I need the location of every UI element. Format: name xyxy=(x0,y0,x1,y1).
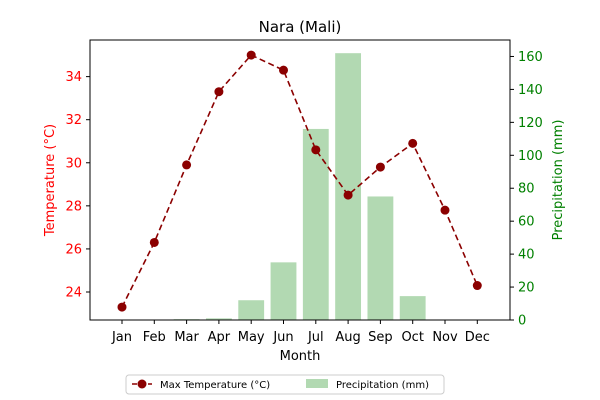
temperature-point-jul xyxy=(311,145,321,155)
temperature-point-jun xyxy=(279,65,288,75)
y-right-tick-label: 0 xyxy=(518,314,526,329)
y-left-tick-label: 24 xyxy=(65,286,82,301)
temperature-point-jan xyxy=(117,302,127,312)
precipitation-bar-jul xyxy=(302,128,329,320)
legend-line-marker xyxy=(137,379,147,389)
x-tick-label: Sep xyxy=(368,330,393,345)
temperature-line-path xyxy=(121,54,479,308)
temperature-point-mar xyxy=(182,160,192,170)
precipitation-bar-oct xyxy=(399,296,426,320)
y-left-tick-label: 28 xyxy=(65,199,82,214)
legend: Max Temperature (°C) Precipitation (mm) xyxy=(125,374,445,395)
y-left-tick-label: 34 xyxy=(65,70,82,85)
temperature-point-dec xyxy=(472,281,482,291)
precipitation-bars xyxy=(173,53,426,321)
temperature-point-aug xyxy=(343,190,353,200)
x-tick-label: Aug xyxy=(335,330,360,345)
precipitation-bar-apr xyxy=(205,318,232,320)
x-tick-label: Feb xyxy=(143,330,166,345)
x-axis-title: Month xyxy=(280,349,321,364)
temperature-point-oct xyxy=(408,138,418,148)
y-left-tick-label: 30 xyxy=(65,156,82,171)
y-axis-left: 24 26 28 30 32 34 xyxy=(65,70,90,301)
x-tick-label: Nov xyxy=(432,330,458,345)
x-tick-label: Jul xyxy=(307,330,324,345)
temperature-point-sep xyxy=(375,162,385,172)
y-right-tick-label: 100 xyxy=(518,149,543,164)
y-axis-right: 0 20 40 60 80 100 120 140 160 xyxy=(510,50,543,329)
temperature-point-may xyxy=(246,50,256,60)
temperature-point-nov xyxy=(440,205,450,215)
y-right-tick-label: 140 xyxy=(518,83,543,98)
x-axis: Jan Feb Mar Apr May Jun Jul Aug Sep Oct Nov Dec xyxy=(111,320,490,345)
temperature-point-feb xyxy=(149,237,159,247)
y-axis-left-title: Temperature (°C) xyxy=(43,124,58,237)
y-left-tick-label: 32 xyxy=(65,113,82,128)
y-right-tick-label: 80 xyxy=(518,182,535,197)
x-tick-label: Mar xyxy=(174,330,199,345)
legend-box xyxy=(125,374,445,395)
y-right-tick-label: 60 xyxy=(518,215,535,230)
chart-title: Nara (Mali) xyxy=(259,18,342,36)
x-tick-label: Oct xyxy=(401,330,423,345)
y-right-tick-label: 120 xyxy=(518,116,543,131)
x-tick-label: Jan xyxy=(111,330,132,345)
y-right-tick-label: 40 xyxy=(518,248,535,263)
precipitation-bar-jun xyxy=(270,262,297,320)
x-tick-label: Apr xyxy=(208,330,231,345)
x-tick-label: Dec xyxy=(465,330,490,345)
y-left-tick-label: 26 xyxy=(65,242,82,257)
precipitation-bar-may xyxy=(238,300,265,320)
plot-frame xyxy=(89,39,511,321)
precipitation-bar-sep xyxy=(367,196,394,320)
temperature-point-apr xyxy=(214,87,224,97)
y-right-tick-label: 160 xyxy=(518,50,543,65)
legend-label-temperature: Max Temperature (°C) xyxy=(160,380,270,391)
precipitation-bar-aug xyxy=(335,53,362,321)
x-tick-label: Jun xyxy=(272,330,293,345)
x-tick-label: May xyxy=(238,330,265,345)
temperature-line xyxy=(117,50,482,312)
legend-label-precipitation: Precipitation (mm) xyxy=(336,380,429,391)
y-axis-right-title: Precipitation (mm) xyxy=(551,120,566,241)
y-right-tick-label: 20 xyxy=(518,281,535,296)
legend-bar-swatch xyxy=(306,379,328,388)
